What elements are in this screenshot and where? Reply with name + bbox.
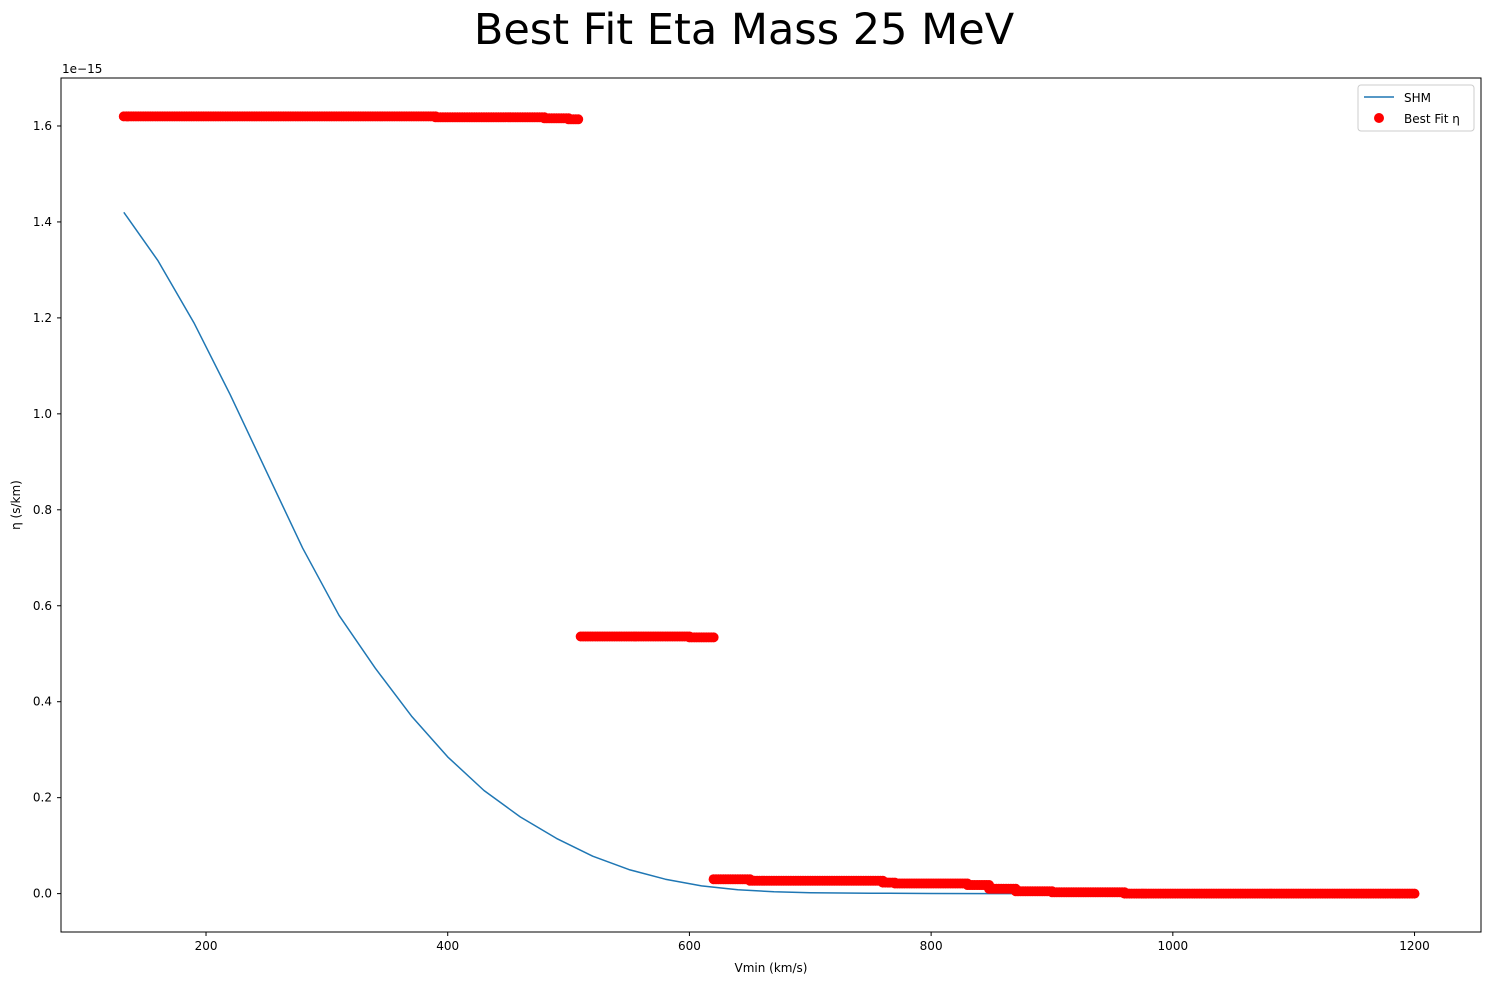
- x-tick-label: 1200: [1399, 939, 1430, 953]
- plot-frame: [60, 77, 1482, 933]
- legend-label-shm: SHM: [1404, 91, 1431, 105]
- x-tick-label: 1000: [1158, 939, 1189, 953]
- y-tick-label: 0.6: [33, 599, 52, 613]
- y-tick-label: 0.8: [33, 503, 52, 517]
- x-tick-label: 400: [436, 939, 459, 953]
- y-tick-label: 1.2: [33, 311, 52, 325]
- best-fit-segment: [962, 880, 995, 890]
- y-tick-label: 0.2: [33, 791, 52, 805]
- chart-title: Best Fit Eta Mass 25 MeV: [474, 5, 1015, 55]
- best-fit-segment: [744, 875, 888, 886]
- y-tick-label: 0.4: [33, 695, 52, 709]
- y-offset-label: 1e−15: [62, 62, 102, 76]
- y-tick-label: 0.0: [33, 887, 52, 901]
- x-axis-label: Vmin (km/s): [735, 961, 808, 975]
- best-fit-segment: [575, 631, 695, 642]
- best-fit-segment: [563, 114, 584, 125]
- best-fit-segment: [118, 111, 441, 122]
- y-tick-label: 1.6: [33, 119, 52, 133]
- legend-label-best-fit: Best Fit η: [1404, 112, 1460, 126]
- best-fit-segment: [1047, 887, 1130, 898]
- x-axis: 200 400 600 800 1000 1200: [195, 932, 1430, 953]
- best-fit-point: [1409, 888, 1420, 899]
- y-tick-label: 1.0: [33, 407, 52, 421]
- y-axis-label: η (s/km): [9, 480, 23, 530]
- shm-line: [123, 211, 1415, 895]
- best-fit-segment: [1119, 888, 1420, 899]
- best-fit-segment: [684, 632, 719, 643]
- x-tick-label: 600: [678, 939, 701, 953]
- best-fit-point: [573, 114, 584, 125]
- y-tick-label: 1.4: [33, 215, 52, 229]
- plot-area: [118, 111, 1420, 899]
- x-tick-label: 800: [920, 939, 943, 953]
- legend: SHM Best Fit η: [1357, 84, 1475, 132]
- best-fit-point: [708, 632, 719, 643]
- best-fit-segment: [430, 112, 550, 123]
- legend-dot-marker: [1374, 113, 1384, 123]
- x-tick-label: 200: [195, 939, 218, 953]
- y-axis: 0.0 0.2 0.4 0.6 0.8 1.0 1.2 1.4 1.6: [33, 119, 61, 901]
- best-fit-segment: [889, 878, 973, 889]
